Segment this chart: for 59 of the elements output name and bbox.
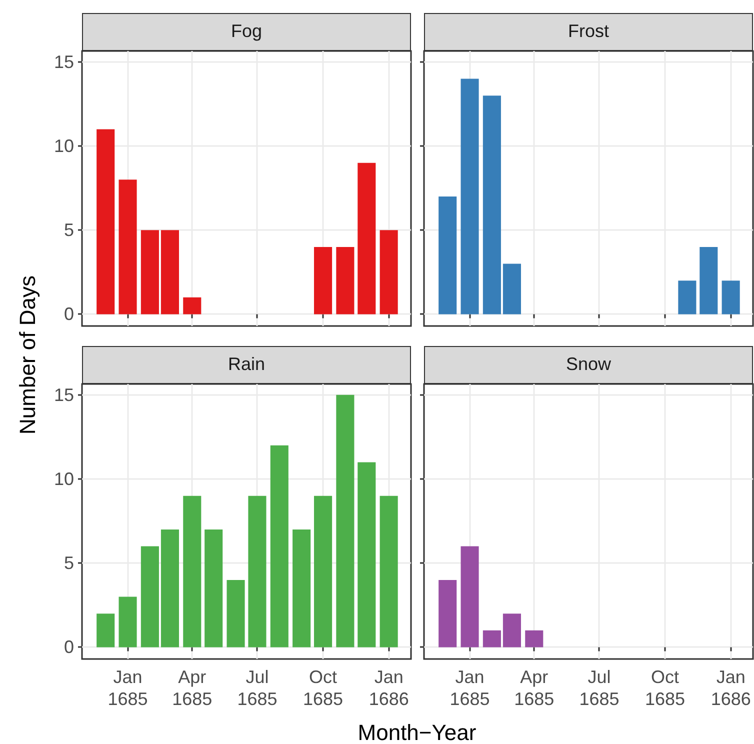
- chart-title: Snow: [424, 346, 753, 384]
- x-tick-label: Apr 1685: [172, 667, 212, 709]
- y-tick-label: 5: [64, 220, 74, 240]
- bar: [160, 529, 179, 648]
- x-tick-label: Jan 1686: [368, 667, 409, 709]
- bar: [438, 580, 457, 648]
- bar: [502, 614, 521, 648]
- bar: [460, 546, 479, 648]
- x-tick-label: Oct 1685: [303, 667, 344, 709]
- y-axis-title: Number of Days: [15, 276, 41, 434]
- bar: [358, 462, 376, 648]
- bar: [314, 496, 332, 648]
- bar: [525, 630, 544, 648]
- bar: [722, 280, 740, 314]
- bar: [502, 264, 521, 314]
- bar: [248, 496, 266, 648]
- y-tick-label: 5: [64, 553, 74, 574]
- chart-title: Frost: [424, 13, 753, 51]
- y-tick-label: 15: [54, 52, 74, 72]
- x-tick-label: Oct 1685: [645, 667, 686, 709]
- bar: [700, 246, 718, 314]
- bar: [226, 580, 245, 648]
- bar: [183, 496, 202, 648]
- y-tick-label: 10: [54, 469, 74, 490]
- bar: [460, 78, 479, 314]
- chart-title: Rain: [82, 346, 411, 384]
- y-tick-label: 0: [64, 637, 74, 658]
- bar: [678, 280, 696, 314]
- bar: [118, 180, 137, 314]
- x-tick-label: Jul 1685: [237, 667, 278, 709]
- bar: [140, 230, 159, 314]
- bar: [270, 445, 288, 648]
- bar: [482, 96, 501, 314]
- bar: [438, 196, 457, 314]
- bar: [96, 614, 115, 648]
- bar: [160, 230, 179, 314]
- bar: [336, 394, 354, 648]
- bar: [96, 129, 115, 314]
- bar: [336, 246, 354, 314]
- bar: [118, 596, 137, 648]
- x-axis-title: Month−Year: [358, 720, 476, 744]
- bar: [380, 230, 398, 314]
- bar: [358, 162, 376, 314]
- y-tick-label: 0: [64, 304, 74, 324]
- y-tick-label: 10: [54, 136, 74, 156]
- x-tick-label: Jan 1685: [450, 667, 490, 709]
- bar: [204, 529, 223, 648]
- x-tick-label: Jul 1685: [579, 667, 620, 709]
- x-tick-label: Jan 1685: [108, 667, 148, 709]
- bar: [140, 546, 159, 648]
- bar: [482, 630, 501, 648]
- bar: [380, 496, 398, 648]
- bar: [292, 529, 311, 648]
- x-tick-label: Jan 1686: [710, 667, 751, 709]
- bar: [314, 246, 332, 314]
- y-tick-label: 15: [54, 384, 74, 405]
- bar: [183, 297, 202, 314]
- chart-title: Fog: [82, 13, 411, 51]
- x-tick-label: Apr 1685: [514, 667, 554, 709]
